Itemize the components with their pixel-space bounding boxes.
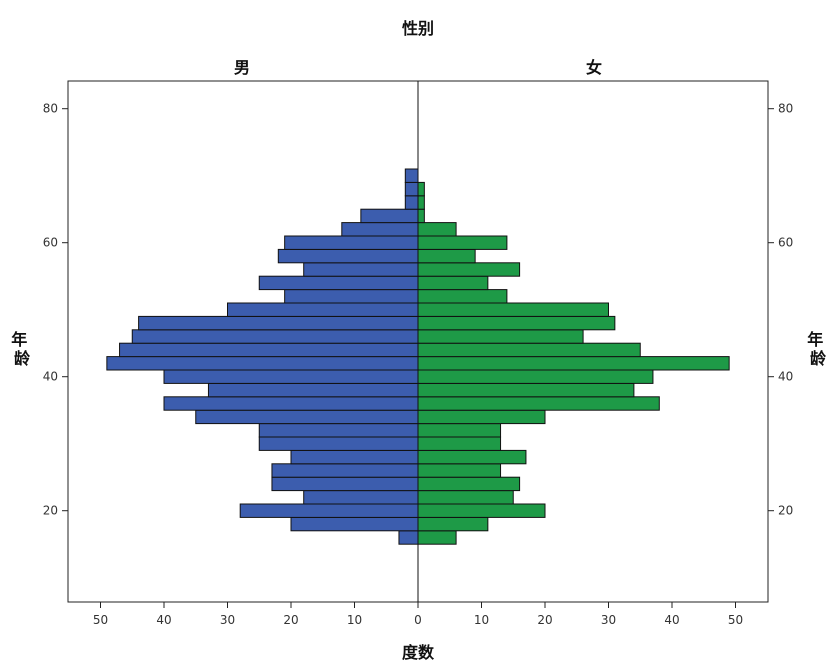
bar-male-age-30: [258, 436, 419, 451]
x-tick-label-5: 0: [414, 613, 422, 627]
bar-female-age-42: [417, 356, 730, 371]
bar-female-age-20: [417, 503, 546, 518]
x-tick-label-2: 30: [220, 613, 235, 627]
bar-male-age-52: [284, 289, 419, 304]
bar-female-age-22: [417, 490, 514, 505]
y-tick-label-right-60: 60: [778, 236, 793, 250]
bar-female-age-56: [417, 262, 521, 277]
y-tick-label-right-80: 80: [778, 102, 793, 116]
panel-label-male: 男: [234, 58, 250, 77]
bar-male-age-46: [131, 329, 419, 344]
x-tick-label-1: 40: [156, 613, 171, 627]
bar-male-age-66: [404, 195, 419, 210]
bar-female-age-44: [417, 342, 641, 358]
y-tick-label-left-60: 60: [43, 236, 58, 250]
x-axis-title: 度数: [402, 643, 435, 662]
bar-female-age-28: [417, 449, 527, 465]
bar-male-age-26: [271, 463, 419, 478]
bar-male-age-22: [303, 490, 419, 505]
y-axis-title-right-char-1: 年: [807, 330, 823, 349]
bar-female-age-30: [417, 436, 502, 451]
bar-male-age-62: [341, 222, 419, 237]
bar-male-age-20: [239, 503, 419, 518]
y-axis-title-left-char-1: 年: [11, 330, 27, 349]
bar-female-age-16: [417, 530, 457, 545]
y-axis-right: 80 60 40 20: [768, 102, 793, 518]
y-axis-title-right-char-2: 龄: [810, 349, 827, 368]
bar-female-age-40: [417, 369, 654, 384]
y-axis-left: 80 60 40 20: [43, 102, 68, 518]
bar-male-age-54: [258, 275, 419, 291]
bars-group: [106, 168, 730, 545]
bar-male-age-40: [163, 369, 419, 384]
bar-female-age-38: [417, 382, 635, 398]
bar-female-age-58: [417, 248, 476, 264]
bar-male-age-32: [258, 423, 419, 438]
bar-male-age-44: [119, 342, 419, 358]
bar-female-age-66: [417, 195, 425, 210]
x-tick-label-9: 40: [664, 613, 679, 627]
bar-female-age-48: [417, 315, 616, 331]
bar-female-age-62: [417, 222, 457, 237]
y-axis-title-left: 年 龄: [11, 330, 33, 368]
bar-female-age-26: [417, 463, 502, 478]
bar-male-age-50: [227, 302, 419, 317]
bar-male-age-36: [163, 396, 419, 411]
bar-male-age-70: [404, 168, 419, 183]
bar-male-age-24: [271, 476, 419, 492]
chart-title: 性别: [402, 19, 434, 38]
x-tick-label-10: 50: [728, 613, 743, 627]
bar-male-age-64: [360, 208, 419, 224]
bar-male-age-60: [284, 235, 419, 250]
x-tick-label-7: 20: [537, 613, 552, 627]
bar-female-age-36: [417, 396, 660, 411]
bar-female-age-18: [417, 516, 489, 532]
bar-female-age-68: [417, 181, 425, 197]
panel-label-female: 女: [586, 58, 602, 77]
bar-male-age-56: [303, 262, 419, 277]
y-tick-label-left-40: 40: [43, 370, 58, 384]
bar-female-age-46: [417, 329, 584, 344]
x-tick-label-4: 10: [347, 613, 362, 627]
bar-male-age-28: [290, 449, 419, 465]
bar-female-age-24: [417, 476, 521, 492]
x-tick-label-3: 20: [283, 613, 298, 627]
y-tick-label-right-40: 40: [778, 370, 793, 384]
bar-male-age-18: [290, 516, 419, 532]
y-tick-label-left-80: 80: [43, 102, 58, 116]
bar-female-age-64: [417, 208, 425, 224]
bar-female-age-50: [417, 302, 609, 317]
y-axis-title-left-char-2: 龄: [14, 349, 31, 368]
y-axis-title-right: 年 龄: [807, 330, 829, 368]
bar-male-age-42: [106, 356, 419, 371]
bar-female-age-60: [417, 235, 508, 250]
bar-female-age-32: [417, 423, 502, 438]
x-axis: 50 40 30 20 10 0 10 20 30 40 50: [93, 602, 743, 627]
bar-male-age-16: [398, 530, 419, 545]
bar-male-age-68: [404, 181, 419, 197]
bar-male-age-34: [195, 409, 419, 425]
y-tick-label-left-20: 20: [43, 504, 58, 518]
bar-male-age-48: [138, 315, 419, 331]
bar-male-age-38: [207, 382, 419, 398]
bar-male-age-58: [277, 248, 419, 264]
bar-female-age-54: [417, 275, 489, 291]
x-tick-label-6: 10: [474, 613, 489, 627]
x-tick-label-8: 30: [601, 613, 616, 627]
bar-female-age-52: [417, 289, 508, 304]
y-tick-label-right-20: 20: [778, 504, 793, 518]
bar-female-age-34: [417, 409, 546, 425]
x-tick-label-0: 50: [93, 613, 108, 627]
